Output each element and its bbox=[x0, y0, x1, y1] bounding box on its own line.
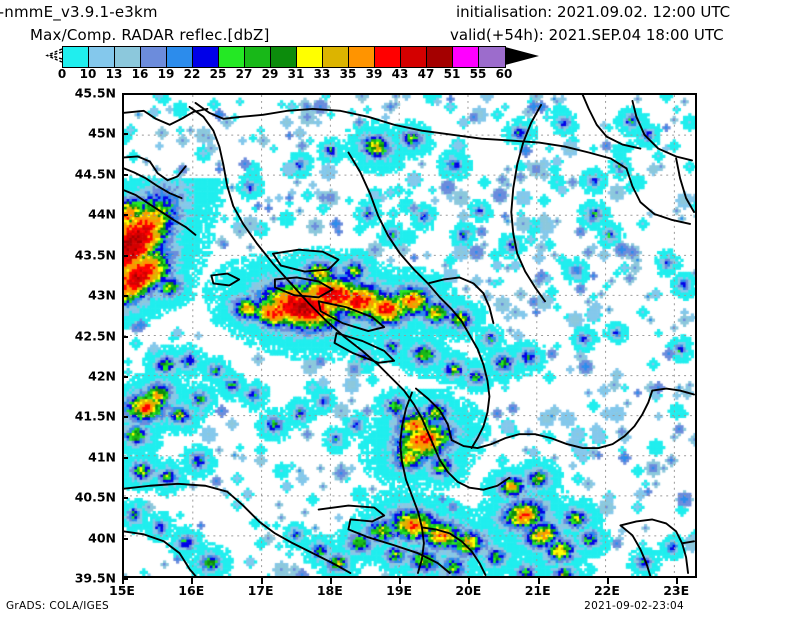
map-gridlines bbox=[124, 95, 695, 576]
x-axis-tick-label: 18E bbox=[316, 583, 343, 598]
y-axis-tick-label: 41N bbox=[88, 449, 116, 465]
colorbar-swatches bbox=[62, 46, 506, 68]
y-axis-tick-label: 40.5N bbox=[74, 489, 116, 505]
x-axis-tick-label: 23E bbox=[663, 583, 690, 598]
colorbar-tick-label: 27 bbox=[235, 67, 253, 81]
initialisation-label: initialisation: 2021.09.02. 12:00 UTC bbox=[456, 3, 731, 21]
colorbar-tick-label: 16 bbox=[131, 67, 149, 81]
y-axis-tick-label: 41.5N bbox=[74, 408, 116, 424]
x-axis-tick-mark bbox=[329, 578, 332, 584]
x-axis-tick-label: 19E bbox=[386, 583, 413, 598]
colorbar-tick-label: 10 bbox=[79, 67, 97, 81]
x-axis-tick-mark bbox=[606, 578, 609, 584]
y-axis-tick-mark bbox=[122, 214, 128, 217]
x-axis-tick-mark bbox=[676, 578, 679, 584]
field-description-label: Max/Comp. RADAR reflec.[dbZ] bbox=[30, 26, 270, 44]
colorbar-tick-label: 0 bbox=[57, 67, 67, 81]
colorbar-tick-label: 29 bbox=[261, 67, 279, 81]
colorbar-tick-label: 51 bbox=[443, 67, 461, 81]
y-axis-tick-label: 40N bbox=[88, 530, 116, 546]
colorbar-swatch bbox=[167, 47, 193, 67]
model-name-label: f-nmmE_v3.9.1-e3km bbox=[0, 3, 158, 21]
map-coastlines-and-borders bbox=[124, 95, 695, 576]
colorbar-high-arrow-icon bbox=[505, 47, 539, 65]
colorbar-swatch bbox=[375, 47, 401, 67]
colorbar-swatch bbox=[115, 47, 141, 67]
y-axis-tick-label: 42N bbox=[88, 368, 116, 384]
y-axis-tick-label: 45N bbox=[88, 125, 116, 141]
colorbar-tick-labels: 0 10 13 16 19 22 25 27 29 31 33 35 39 43 47 51 55 60 bbox=[58, 67, 513, 81]
x-axis-tick-mark bbox=[260, 578, 263, 584]
y-axis-tick-mark bbox=[122, 456, 128, 459]
x-axis-tick-mark bbox=[191, 578, 194, 584]
colorbar-swatch bbox=[245, 47, 271, 67]
y-axis-tick-label: 39.5N bbox=[74, 570, 116, 586]
colorbar-swatch bbox=[401, 47, 427, 67]
y-axis-tick-label: 43N bbox=[88, 287, 116, 303]
reflectivity-colorbar: 0 10 13 16 19 22 25 27 29 31 33 35 39 43 47 51 55 60 bbox=[44, 44, 584, 81]
colorbar-tick-label: 60 bbox=[495, 67, 513, 81]
y-axis-tick-mark bbox=[122, 93, 128, 95]
colorbar-tick-label: 19 bbox=[157, 67, 175, 81]
map-canvas bbox=[124, 95, 695, 576]
render-timestamp: 2021-09-02-23:04 bbox=[584, 600, 684, 612]
y-axis-tick-label: 43.5N bbox=[74, 247, 116, 263]
x-axis-tick-label: 21E bbox=[524, 583, 551, 598]
colorbar-swatch bbox=[349, 47, 375, 67]
colorbar-tick-label: 22 bbox=[183, 67, 201, 81]
grads-credit-label: GrADS: COLA/IGES bbox=[6, 600, 110, 612]
radar-reflectivity-map[interactable] bbox=[122, 93, 697, 578]
colorbar-swatch bbox=[271, 47, 297, 67]
y-axis-tick-mark bbox=[122, 295, 128, 298]
y-axis-tick-label: 45.5N bbox=[74, 85, 116, 101]
colorbar-tick-label: 31 bbox=[287, 67, 305, 81]
y-axis-labels: 39.5N 40N 40.5N 41N 41.5N 42N 42.5N 43N 43.5N 44N… bbox=[58, 86, 116, 586]
x-axis-tick-label: 22E bbox=[593, 583, 620, 598]
colorbar-swatch bbox=[219, 47, 245, 67]
colorbar-swatch bbox=[323, 47, 349, 67]
colorbar-swatch bbox=[89, 47, 115, 67]
colorbar-tick-label: 25 bbox=[209, 67, 227, 81]
colorbar-tick-label: 47 bbox=[417, 67, 435, 81]
x-axis-tick-mark bbox=[537, 578, 540, 584]
y-axis-tick-mark bbox=[122, 133, 128, 136]
colorbar-tick-label: 39 bbox=[365, 67, 383, 81]
x-axis-tick-mark bbox=[468, 578, 471, 584]
colorbar-tick-label: 33 bbox=[313, 67, 331, 81]
colorbar-swatch bbox=[297, 47, 323, 67]
x-axis-labels: 15E 16E 17E 18E 19E 20E 21E 22E 23E bbox=[0, 583, 800, 603]
y-axis-tick-mark bbox=[122, 578, 128, 580]
x-axis-tick-mark bbox=[399, 578, 402, 584]
colorbar-swatch bbox=[479, 47, 505, 67]
y-axis-tick-label: 42.5N bbox=[74, 328, 116, 343]
valid-time-label: valid(+54h): 2021.SEP.04 18:00 UTC bbox=[450, 26, 724, 44]
colorbar-tick-label: 43 bbox=[391, 67, 409, 81]
y-axis-tick-label: 44N bbox=[88, 206, 116, 222]
radar-echo-layer bbox=[124, 95, 695, 576]
x-axis-tick-label: 20E bbox=[455, 583, 482, 598]
colorbar-swatch bbox=[193, 47, 219, 67]
x-axis-tick-label: 15E bbox=[109, 583, 135, 598]
x-axis-tick-label: 16E bbox=[178, 583, 205, 598]
colorbar-tick-label: 35 bbox=[339, 67, 357, 81]
y-axis-tick-mark bbox=[122, 375, 128, 378]
y-axis-tick-mark bbox=[122, 254, 128, 257]
y-axis-tick-mark bbox=[122, 537, 128, 540]
y-axis-tick-mark bbox=[122, 497, 128, 500]
colorbar-tick-label: 13 bbox=[105, 67, 123, 81]
map-vector-layer bbox=[124, 95, 695, 576]
y-axis-tick-mark bbox=[122, 173, 128, 176]
y-axis-tick-mark bbox=[122, 416, 128, 419]
colorbar-swatch bbox=[427, 47, 453, 67]
colorbar-swatch bbox=[141, 47, 167, 67]
x-axis-tick-mark bbox=[122, 578, 124, 584]
y-axis-tick-mark bbox=[122, 335, 128, 338]
x-axis-tick-label: 17E bbox=[247, 583, 274, 598]
colorbar-swatch bbox=[453, 47, 479, 67]
colorbar-tick-label: 55 bbox=[469, 67, 487, 81]
y-axis-tick-label: 44.5N bbox=[74, 166, 116, 182]
colorbar-low-arrow-icon bbox=[45, 48, 63, 63]
colorbar-swatch bbox=[63, 47, 89, 67]
